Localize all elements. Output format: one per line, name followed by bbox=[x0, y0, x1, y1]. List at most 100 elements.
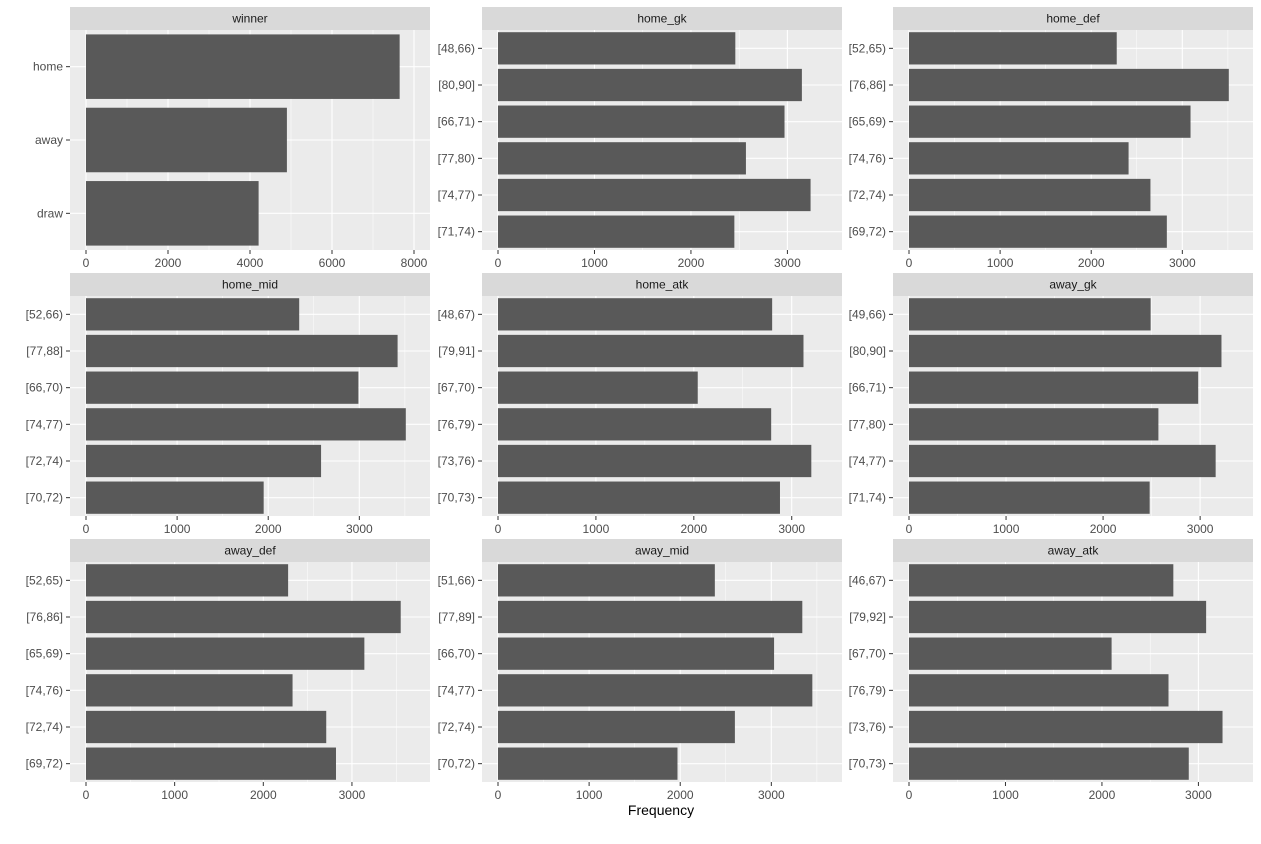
bar bbox=[909, 564, 1174, 597]
bar bbox=[86, 674, 293, 707]
facet-strip bbox=[482, 539, 842, 562]
x-tick-label: 0 bbox=[495, 788, 502, 802]
x-tick-label: 2000 bbox=[1090, 522, 1117, 536]
bar bbox=[498, 408, 772, 441]
facet-strip bbox=[70, 7, 430, 30]
y-tick-label: [69,72) bbox=[849, 225, 886, 239]
y-tick-label: [70,73) bbox=[849, 757, 886, 771]
x-tick-label: 1000 bbox=[992, 788, 1019, 802]
facet-title: home_mid bbox=[222, 278, 278, 292]
bar bbox=[909, 444, 1216, 478]
y-tick-label: [70,72) bbox=[26, 491, 63, 505]
x-tick-label: 1000 bbox=[164, 522, 191, 536]
y-tick-label: away bbox=[35, 133, 63, 147]
bar bbox=[86, 481, 264, 514]
y-tick-label: [72,74) bbox=[849, 188, 886, 202]
bar bbox=[909, 178, 1151, 212]
y-tick-label: [52,65) bbox=[849, 41, 886, 55]
bar bbox=[909, 637, 1112, 670]
bar bbox=[86, 34, 400, 99]
y-tick-label: [76,86] bbox=[849, 78, 886, 92]
facet-title: away_def bbox=[224, 544, 276, 558]
x-tick-label: 4000 bbox=[237, 256, 264, 270]
y-tick-label: [80,90] bbox=[849, 344, 886, 358]
x-tick-label: 1000 bbox=[581, 256, 608, 270]
y-tick-label: [77,80) bbox=[438, 151, 475, 165]
y-tick-label: [51,66) bbox=[438, 573, 475, 587]
x-tick-label: 0 bbox=[83, 788, 90, 802]
bar bbox=[909, 710, 1223, 744]
y-tick-label: [72,74) bbox=[26, 454, 63, 468]
facet-strip bbox=[70, 539, 430, 562]
facet-strip bbox=[893, 539, 1253, 562]
y-tick-label: [67,70) bbox=[438, 381, 475, 395]
facet-strip bbox=[482, 7, 842, 30]
x-tick-label: 3000 bbox=[758, 788, 785, 802]
x-tick-label: 3000 bbox=[1169, 256, 1196, 270]
x-tick-label: 2000 bbox=[667, 788, 694, 802]
y-tick-label: [52,66) bbox=[26, 307, 63, 321]
bar bbox=[909, 674, 1169, 707]
bar bbox=[498, 334, 804, 368]
y-tick-label: [66,71) bbox=[438, 115, 475, 129]
bar bbox=[86, 747, 336, 780]
y-tick-label: [77,89] bbox=[438, 610, 475, 624]
bar bbox=[498, 481, 780, 514]
y-tick-label: [72,74) bbox=[438, 720, 475, 734]
bar bbox=[909, 298, 1151, 331]
bar bbox=[909, 371, 1199, 404]
bar bbox=[498, 600, 803, 634]
facet-title: home_gk bbox=[637, 12, 687, 26]
y-tick-label: [70,72) bbox=[438, 757, 475, 771]
x-axis-label: Frequency bbox=[628, 802, 694, 818]
panel-background bbox=[70, 296, 430, 516]
y-tick-label: [77,80) bbox=[849, 417, 886, 431]
x-tick-label: 1000 bbox=[987, 256, 1014, 270]
y-tick-label: [74,76) bbox=[26, 683, 63, 697]
x-tick-label: 6000 bbox=[319, 256, 346, 270]
bar bbox=[498, 747, 678, 780]
y-tick-label: [66,70) bbox=[26, 381, 63, 395]
bar bbox=[86, 600, 401, 634]
bar bbox=[86, 181, 259, 246]
bar bbox=[909, 32, 1117, 65]
y-tick-label: [74,76) bbox=[849, 151, 886, 165]
y-tick-label: [69,72) bbox=[26, 757, 63, 771]
y-tick-label: [76,86] bbox=[26, 610, 63, 624]
facet-title: home_def bbox=[1046, 12, 1100, 26]
y-tick-label: [80,90] bbox=[438, 78, 475, 92]
x-tick-label: 2000 bbox=[155, 256, 182, 270]
x-tick-label: 3000 bbox=[1187, 522, 1214, 536]
x-tick-label: 2000 bbox=[678, 256, 705, 270]
y-tick-label: [73,76) bbox=[438, 454, 475, 468]
x-tick-label: 1000 bbox=[576, 788, 603, 802]
x-tick-label: 3000 bbox=[778, 522, 805, 536]
x-tick-label: 2000 bbox=[250, 788, 277, 802]
y-tick-label: [74,77) bbox=[849, 454, 886, 468]
y-tick-label: [66,70) bbox=[438, 647, 475, 661]
bar bbox=[86, 371, 359, 404]
bar bbox=[498, 710, 735, 744]
y-tick-label: [72,74) bbox=[26, 720, 63, 734]
bar bbox=[498, 178, 811, 212]
y-tick-label: [65,69) bbox=[26, 647, 63, 661]
bar bbox=[498, 564, 715, 597]
bar bbox=[86, 710, 327, 744]
y-tick-label: [76,79) bbox=[438, 417, 475, 431]
bar bbox=[909, 408, 1159, 441]
x-tick-label: 0 bbox=[83, 522, 90, 536]
facet-title: away_gk bbox=[1049, 278, 1097, 292]
y-tick-label: [66,71) bbox=[849, 381, 886, 395]
bar bbox=[909, 481, 1150, 514]
bar bbox=[86, 564, 289, 597]
bar bbox=[86, 444, 322, 478]
panel-background bbox=[893, 30, 1253, 250]
bar bbox=[909, 334, 1222, 368]
x-tick-label: 0 bbox=[906, 256, 913, 270]
y-tick-label: [79,92] bbox=[849, 610, 886, 624]
y-tick-label: [77,88] bbox=[26, 344, 63, 358]
bar bbox=[498, 215, 735, 248]
bar bbox=[909, 105, 1191, 138]
facet-title: winner bbox=[231, 12, 267, 26]
